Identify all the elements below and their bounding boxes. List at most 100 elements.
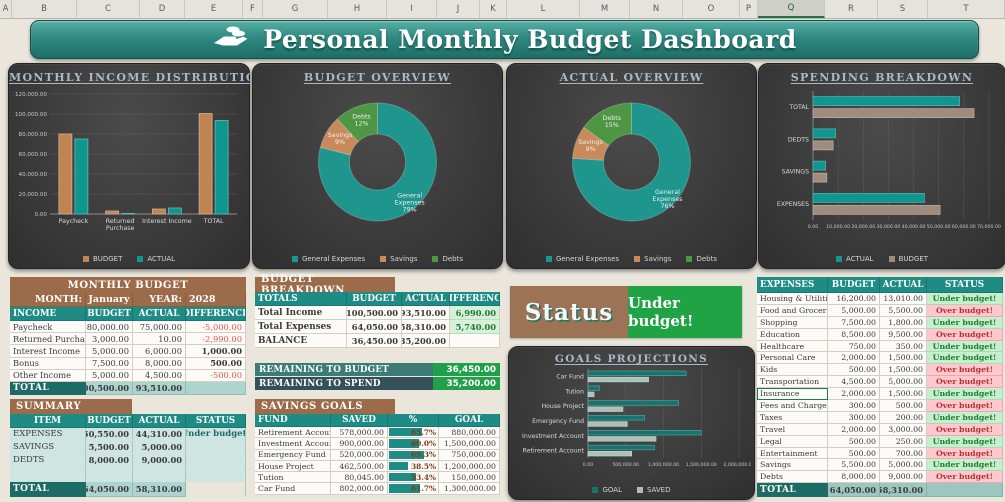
pct-cell[interactable]: 61.7% — [388, 483, 439, 495]
status-value-cell[interactable]: Under budget! — [628, 286, 742, 338]
pct-cell[interactable]: 65.7% — [388, 427, 439, 439]
month-label[interactable]: MONTH: — [10, 293, 86, 307]
year-value[interactable]: 2028 — [186, 293, 246, 307]
saved-value[interactable]: 462,500.00 — [331, 460, 388, 473]
budget-value[interactable]: 300.00 — [828, 411, 880, 424]
empty-cell[interactable] — [86, 467, 133, 482]
goal-value[interactable]: 1,500,000.00 — [439, 438, 500, 450]
pct-cell[interactable]: 38.5% — [388, 460, 439, 473]
saved-value[interactable]: 578,000.00 — [331, 427, 388, 439]
actual-value[interactable]: 9,500.00 — [880, 328, 927, 341]
column-header-actual[interactable]: ACTUAL — [133, 307, 186, 321]
column-header-K[interactable]: K — [480, 0, 507, 18]
actual-value[interactable]: 1,500.00 — [880, 352, 927, 365]
dashboard-title-bar[interactable]: Personal Monthly Budget Dashboard — [30, 20, 979, 59]
actual-value[interactable]: 10.00 — [133, 333, 186, 346]
expense-name[interactable]: Education — [757, 328, 828, 341]
total-actual[interactable]: 93,510.00 — [133, 381, 186, 395]
total-budget[interactable]: 64,050.00 — [86, 482, 133, 497]
actual-value[interactable]: 5,000.00 — [880, 459, 927, 472]
budget-value[interactable]: 8,000.00 — [86, 454, 133, 467]
expense-name[interactable]: Entertainment — [757, 447, 828, 460]
column-header-goal[interactable]: GOAL — [439, 414, 500, 427]
actual-value[interactable]: 4,500.00 — [133, 369, 186, 382]
expense-name[interactable]: Taxes — [757, 411, 828, 424]
column-header-difference[interactable]: DIFFERENCE — [450, 292, 500, 306]
fund-name[interactable]: Retirement Account — [255, 427, 331, 439]
column-header-actual[interactable]: ACTUAL — [402, 292, 450, 306]
actual-value[interactable]: 9,000.00 — [880, 471, 927, 484]
income-name[interactable]: Returned Purchase — [10, 333, 86, 346]
expense-name[interactable]: Travel — [757, 423, 828, 436]
fund-name[interactable]: House Project — [255, 460, 331, 473]
fund-name[interactable]: Tution — [255, 472, 331, 484]
chart-panel-income[interactable]: MONTHLY INCOME DISTRIBUTION 0.00 20,000.0… — [8, 63, 267, 269]
totals-name[interactable]: BALANCE — [255, 334, 347, 348]
total-budget[interactable]: 64,050.00 — [828, 483, 880, 498]
total-label[interactable]: TOTAL — [757, 483, 828, 498]
column-header-actual[interactable]: ACTUAL — [133, 414, 186, 428]
status-value[interactable]: Over budget! — [927, 447, 1003, 460]
total-label[interactable]: TOTAL — [10, 482, 86, 497]
actual-value[interactable]: 3,000.00 — [880, 423, 927, 436]
saved-value[interactable]: 900,000.00 — [331, 438, 388, 450]
difference-value[interactable]: -5,000.00 — [186, 321, 246, 334]
difference-value[interactable]: -2,990.00 — [186, 333, 246, 346]
actual-value[interactable]: 200.00 — [880, 411, 927, 424]
status-value[interactable] — [186, 441, 246, 454]
difference-value[interactable]: -500.00 — [186, 369, 246, 382]
expense-name[interactable]: Healthcare — [757, 340, 828, 353]
column-header-actual[interactable]: ACTUAL — [880, 277, 927, 293]
month-value[interactable]: January — [86, 293, 133, 307]
chart-panel-spending[interactable]: SPENDING BREAKDOWN 0.00 10,000.00 20,000.0… — [758, 63, 1005, 269]
column-header-R[interactable]: R — [825, 0, 878, 18]
status-value[interactable]: Under budget! — [927, 459, 1003, 472]
goal-value[interactable]: 750,000.00 — [439, 449, 500, 461]
budget-value[interactable]: 2,000.00 — [828, 423, 880, 436]
status-value[interactable]: Under budget! — [927, 411, 1003, 424]
status-value[interactable]: Over budget! — [927, 364, 1003, 377]
budget-value[interactable]: 5,500.00 — [828, 459, 880, 472]
column-header-fund[interactable]: FUND — [255, 414, 331, 427]
totals-name[interactable]: Total Expenses — [255, 320, 347, 334]
expense-name[interactable]: Insurance — [757, 388, 828, 401]
expense-name[interactable]: Food and Groceries — [757, 304, 828, 317]
status-value[interactable]: Over budget! — [927, 400, 1003, 412]
budget-value[interactable]: 7,500.00 — [86, 357, 133, 370]
remaining-label[interactable]: REMAINING TO BUDGET — [255, 363, 433, 376]
actual-value[interactable]: 1,800.00 — [880, 316, 927, 329]
fund-name[interactable]: Emergency Fund — [255, 449, 331, 461]
actual-value[interactable]: 58,310.00 — [402, 320, 450, 334]
column-header-status[interactable]: STATUS — [927, 277, 1003, 293]
remaining-value[interactable]: 35,200.00 — [433, 377, 500, 390]
totals-name[interactable]: Total Income — [255, 306, 347, 320]
expense-name[interactable]: Personal Care — [757, 352, 828, 365]
saved-value[interactable]: 80,045.00 — [331, 472, 388, 484]
column-header-pct[interactable]: % — [388, 414, 439, 427]
pct-cell[interactable]: 69.3% — [388, 449, 439, 461]
column-header-income[interactable]: INCOME — [10, 307, 86, 321]
status-value[interactable] — [186, 454, 246, 467]
actual-value[interactable]: 5,500.00 — [880, 304, 927, 317]
status-value[interactable]: Under budget! — [927, 340, 1003, 353]
item-name[interactable]: EXPENSES — [10, 428, 86, 441]
actual-value[interactable]: 35,200.00 — [402, 334, 450, 348]
expense-name[interactable]: Debts — [757, 471, 828, 484]
goal-value[interactable]: 1,300,000.00 — [439, 483, 500, 495]
column-header-budget[interactable]: BUDGET — [86, 307, 133, 321]
status-value[interactable]: Over budget! — [927, 328, 1003, 341]
difference-value[interactable]: 5,740.00 — [450, 320, 500, 334]
column-header-G[interactable]: G — [263, 0, 328, 18]
remaining-value[interactable]: 36,450.00 — [433, 363, 500, 376]
total-label[interactable]: TOTAL — [10, 381, 86, 395]
budget-value[interactable]: 3,000.00 — [86, 333, 133, 346]
expense-name[interactable]: Transportation — [757, 376, 828, 389]
budget-value[interactable]: 500.00 — [828, 364, 880, 377]
difference-value[interactable] — [450, 334, 500, 348]
actual-value[interactable]: 5,000.00 — [880, 376, 927, 389]
status-value[interactable]: Under budget! — [927, 352, 1003, 365]
column-header-budget[interactable]: BUDGET — [86, 414, 133, 428]
expense-name[interactable]: Legal — [757, 435, 828, 448]
column-header-totals[interactable]: TOTALS — [255, 292, 347, 306]
column-header-J[interactable]: J — [437, 0, 480, 18]
